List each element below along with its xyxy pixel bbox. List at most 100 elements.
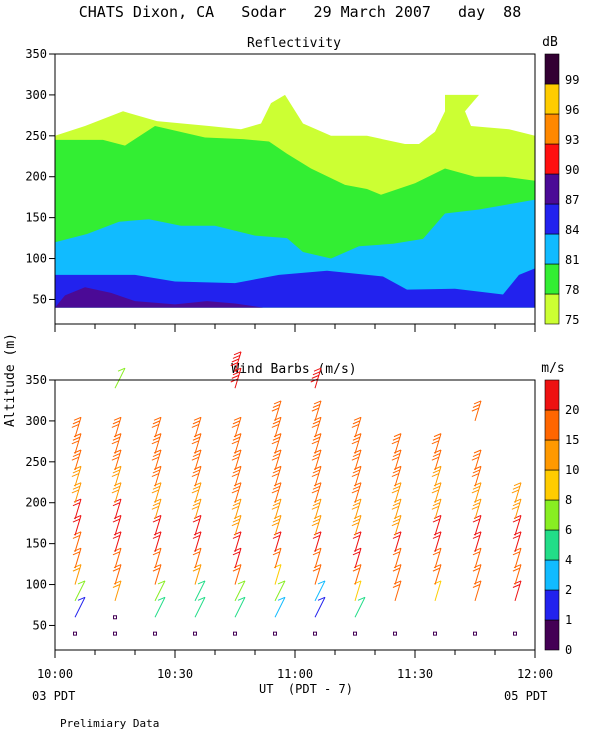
wind-barb [271, 400, 282, 422]
wind-barb [231, 416, 242, 438]
wind-barb [392, 580, 402, 602]
wind-barb [431, 433, 442, 454]
wind-colorbar-label: 10 [565, 463, 579, 477]
wind-barb [271, 498, 282, 520]
wind-colorbar-label: 8 [565, 493, 572, 507]
wind-colorbar-label: 4 [565, 553, 572, 567]
wind-barb [351, 416, 362, 438]
wind-barb [230, 351, 242, 372]
wind-barb [311, 449, 322, 471]
wind-barb [431, 449, 442, 471]
wind-colorbar: 0 1 2 4 6 8 10 15 20 [544, 379, 579, 657]
calm-marker [433, 631, 437, 636]
wind-barbs [71, 351, 522, 636]
end-time-label: 05 PDT [504, 689, 547, 703]
y-axis-label: Altitude (m) [3, 333, 18, 427]
reflectivity-colorbar-swatch [544, 173, 560, 205]
calm-marker [353, 631, 357, 636]
wind-barb [391, 482, 402, 503]
wind-barb [151, 498, 162, 520]
reflectivity-colorbar-label: 93 [565, 133, 579, 147]
reflectivity-colorbar-label: 99 [565, 73, 579, 87]
reflectivity-colorbar-swatch [544, 53, 560, 85]
reflectivity-colorbar-label: 75 [565, 313, 579, 327]
wind-colorbar-swatch [544, 409, 560, 441]
x-tick-label: 10:30 [157, 667, 193, 681]
calm-marker [113, 631, 117, 636]
reflectivity-colorbar-unit: dB [542, 35, 558, 50]
wind-colorbar-label: 15 [565, 433, 579, 447]
reflectivity-colorbar-label: 84 [565, 223, 579, 237]
wind-barb [314, 580, 326, 602]
reflectivity-panel: Reflectivity 50 100 150 200 250 300 350 75 78 81… [25, 35, 579, 332]
wind-colorbar-swatch [544, 379, 560, 411]
x-tick-label: 10:00 [37, 667, 73, 681]
y-tick-label: 100 [25, 252, 47, 266]
wind-colorbar-label: 1 [565, 613, 572, 627]
wind-barb [152, 564, 162, 585]
wind-x-axis: 10:00 10:30 11:00 11:30 12:00 [37, 650, 553, 681]
wind-barb [310, 367, 322, 389]
x-tick-label: 11:30 [397, 667, 433, 681]
wind-barb [391, 433, 402, 454]
wind-barb [511, 498, 522, 520]
wind-barb [354, 596, 366, 618]
wind-barb [154, 580, 166, 602]
calm-marker [113, 615, 117, 620]
reflectivity-colorbar-swatch [544, 263, 560, 295]
wind-colorbar-swatch [544, 439, 560, 471]
wind-y-axis: 50 100 150 200 250 300 350 [25, 373, 55, 632]
wind-barb [114, 367, 126, 389]
wind-barb [234, 596, 246, 618]
wind-barb [151, 416, 162, 438]
reflectivity-colorbar-label: 96 [565, 103, 579, 117]
contour-81db [55, 199, 535, 308]
figure-title: CHATS Dixon, CA Sodar 29 March 2007 day … [79, 3, 522, 21]
reflectivity-x-ticks [54, 324, 536, 332]
y-tick-label: 50 [33, 618, 47, 632]
wind-barb [194, 596, 206, 618]
calm-marker [73, 631, 77, 636]
wind-colorbar-label: 0 [565, 643, 572, 657]
x-axis-label: UT (PDT - 7) [259, 682, 353, 696]
wind-barb [232, 564, 242, 585]
wind-colorbar-label: 6 [565, 523, 572, 537]
wind-barb [471, 449, 482, 471]
reflectivity-colorbar-swatch [544, 83, 560, 115]
y-tick-label: 150 [25, 211, 47, 225]
calm-marker [313, 631, 317, 636]
wind-colorbar-unit: m/s [541, 361, 564, 376]
wind-barb [71, 433, 82, 454]
wind-barb [71, 416, 82, 438]
wind-barb [271, 514, 282, 536]
y-tick-label: 250 [25, 129, 47, 143]
wind-barb [112, 580, 122, 602]
reflectivity-colorbar-swatch [544, 113, 560, 145]
wind-barb [311, 433, 322, 454]
wind-colorbar-swatch [544, 529, 560, 561]
wind-barb [192, 564, 202, 585]
wind-barb [72, 564, 82, 585]
y-tick-label: 100 [25, 578, 47, 592]
wind-barb [274, 596, 286, 618]
wind-barb [154, 596, 166, 618]
wind-barb [314, 596, 326, 618]
wind-colorbar-swatch [544, 499, 560, 531]
wind-barb [74, 580, 86, 602]
reflectivity-y-axis: 50 100 150 200 250 300 350 [25, 47, 55, 306]
wind-barb [471, 400, 482, 422]
wind-barb [311, 400, 322, 422]
y-tick-label: 350 [25, 47, 47, 61]
reflectivity-colorbar: 75 78 81 84 87 90 93 96 99 [544, 53, 579, 327]
wind-colorbar-swatch [544, 589, 560, 621]
contour-87db [55, 287, 535, 308]
calm-marker [233, 631, 237, 636]
wind-barb [271, 416, 282, 438]
wind-barb [71, 465, 82, 487]
wind-barb [472, 580, 482, 602]
reflectivity-colorbar-label: 87 [565, 193, 579, 207]
wind-barb [74, 596, 86, 618]
wind-title: Wind Barbs (m/s) [231, 362, 356, 377]
x-tick-label: 12:00 [517, 667, 553, 681]
